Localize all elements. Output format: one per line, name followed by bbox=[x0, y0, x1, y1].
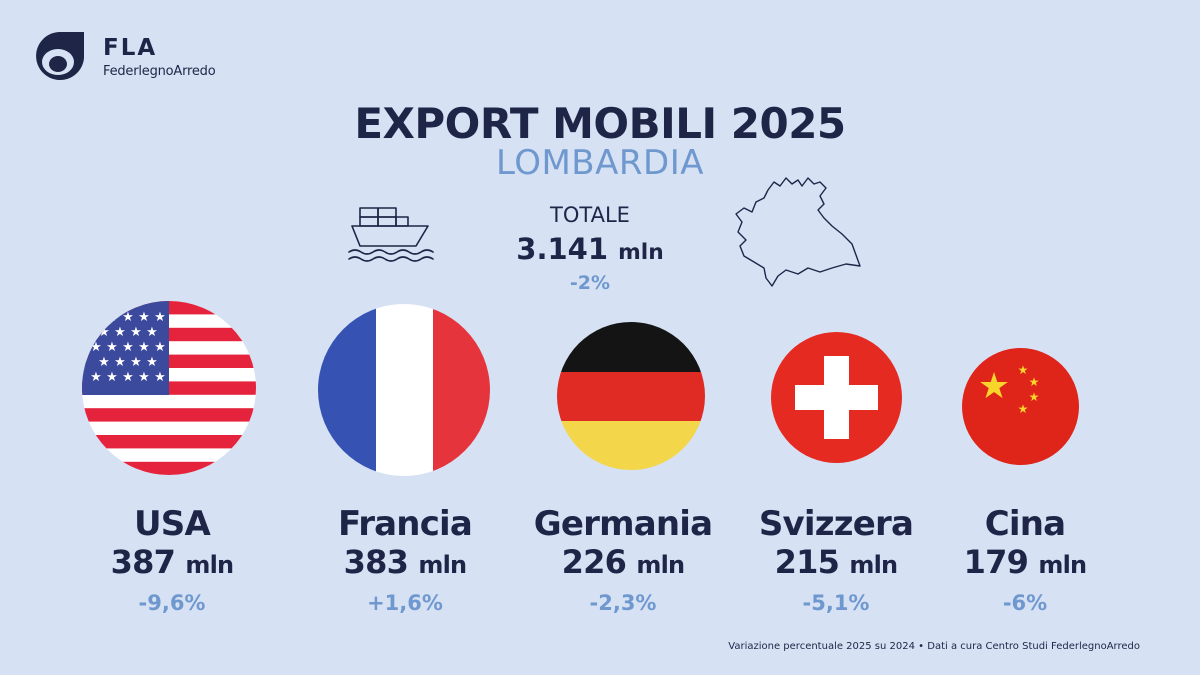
svg-text:★: ★ bbox=[1018, 363, 1029, 377]
country-change: -2,3% bbox=[589, 591, 657, 615]
svg-text:★: ★ bbox=[98, 355, 110, 370]
country-change: -5,1% bbox=[802, 591, 870, 615]
svg-text:★: ★ bbox=[154, 310, 166, 325]
svg-text:★: ★ bbox=[106, 370, 118, 385]
country-change: +1,6% bbox=[367, 591, 443, 615]
lombardia-map-icon bbox=[735, 177, 861, 287]
country-card-francia: Francia 383 mln +1,6% bbox=[290, 505, 520, 618]
svg-text:★: ★ bbox=[978, 366, 1010, 407]
country-name: Svizzera bbox=[758, 504, 914, 544]
svg-text:★: ★ bbox=[1029, 390, 1040, 404]
country-name: Germania bbox=[533, 504, 713, 544]
switzerland-flag bbox=[771, 332, 902, 463]
country-name: Cina bbox=[984, 504, 1066, 544]
china-flag: ★ ★ ★ ★ ★ bbox=[962, 348, 1079, 465]
country-card-germania: Germania 226 mln -2,3% bbox=[508, 505, 738, 618]
france-flag bbox=[318, 304, 490, 476]
svg-text:★: ★ bbox=[90, 370, 102, 385]
total-change: -2% bbox=[569, 272, 611, 294]
country-value: 215 mln bbox=[774, 543, 898, 581]
svg-text:★: ★ bbox=[122, 370, 134, 385]
svg-text:★: ★ bbox=[138, 340, 150, 355]
total-value: 3.141 mln bbox=[516, 232, 664, 266]
svg-text:★: ★ bbox=[106, 340, 118, 355]
svg-text:★: ★ bbox=[114, 325, 126, 340]
svg-text:★: ★ bbox=[146, 325, 158, 340]
country-name: Francia bbox=[337, 504, 473, 544]
svg-text:★: ★ bbox=[98, 325, 110, 340]
svg-text:★: ★ bbox=[130, 355, 142, 370]
svg-text:★: ★ bbox=[1018, 402, 1029, 416]
svg-text:★: ★ bbox=[114, 355, 126, 370]
svg-text:★: ★ bbox=[90, 310, 102, 325]
country-change: -9,6% bbox=[138, 591, 206, 615]
brand-name: FLA bbox=[103, 35, 158, 61]
svg-text:★: ★ bbox=[90, 340, 102, 355]
page-subtitle: LOMBARDIA bbox=[495, 143, 704, 183]
svg-text:★: ★ bbox=[138, 370, 150, 385]
page-title: EXPORT MOBILI 2025 bbox=[354, 99, 846, 148]
germany-flag bbox=[557, 322, 705, 470]
country-name: USA bbox=[133, 504, 211, 544]
svg-text:★: ★ bbox=[106, 310, 118, 325]
country-card-svizzera: Svizzera 215 mln -5,1% bbox=[721, 505, 951, 618]
svg-text:★: ★ bbox=[1029, 375, 1040, 389]
usa-flag: ★ ★ ★ ★ ★ ★ ★ ★ ★ ★ ★ ★ ★ ★ ★ ★ ★ ★ ★ ★ ★ ★ ★ bbox=[82, 301, 256, 475]
svg-text:★: ★ bbox=[122, 340, 134, 355]
svg-text:★: ★ bbox=[138, 310, 150, 325]
country-value: 383 mln bbox=[343, 543, 467, 581]
country-card-usa: USA 387 mln -9,6% bbox=[57, 505, 287, 618]
country-value: 179 mln bbox=[963, 543, 1087, 581]
footnote: Variazione percentuale 2025 su 2024 • Da… bbox=[728, 641, 1140, 652]
country-value: 226 mln bbox=[561, 543, 685, 581]
country-value: 387 mln bbox=[110, 543, 234, 581]
total-label: TOTALE bbox=[550, 203, 630, 227]
country-change: -6% bbox=[1002, 591, 1048, 615]
brand-full-name: FederlegnoArredo bbox=[103, 64, 216, 79]
fla-logo-icon bbox=[36, 32, 84, 80]
svg-text:★: ★ bbox=[146, 355, 158, 370]
svg-text:★: ★ bbox=[154, 340, 166, 355]
svg-text:★: ★ bbox=[122, 310, 134, 325]
svg-text:★: ★ bbox=[130, 325, 142, 340]
cargo-ship-icon bbox=[348, 207, 434, 262]
svg-text:★: ★ bbox=[154, 370, 166, 385]
country-card-cina: Cina 179 mln -6% bbox=[910, 505, 1140, 618]
